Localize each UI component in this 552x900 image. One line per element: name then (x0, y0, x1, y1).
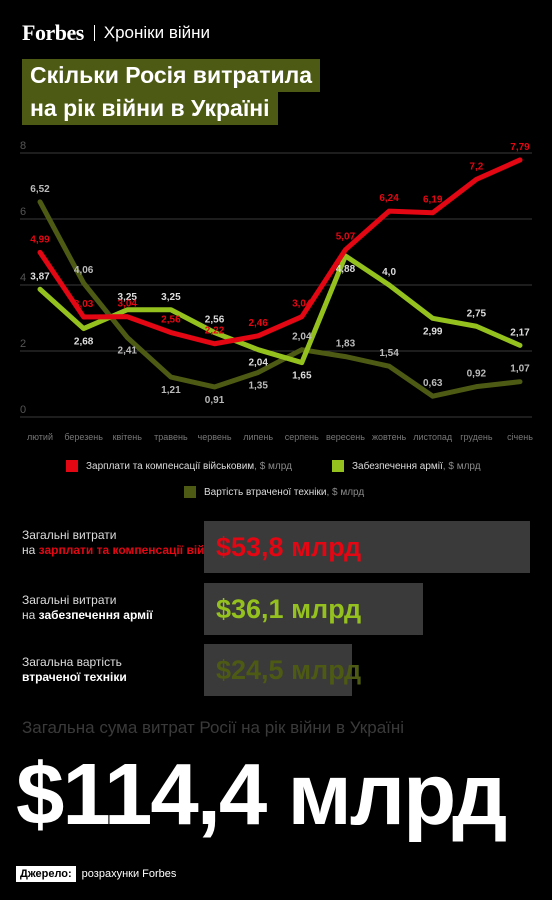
total-value-salary: $53,8 млрд (216, 532, 362, 562)
header-divider (93, 25, 95, 41)
data-label-equipment-2: 4,06 (74, 265, 94, 276)
total-label-equipment-plain: Загальна вартість (22, 655, 122, 669)
data-label-salary-11: 7,2 (469, 161, 483, 172)
total-label-salary-mid: на (22, 543, 36, 557)
data-label-equipment-4: 1,21 (161, 385, 181, 396)
y-tick-label-0: 0 (20, 404, 26, 416)
source-note: Джерело: розрахунки Forbes (16, 866, 176, 882)
series-line-supply (37, 253, 523, 366)
data-label-salary-5: 2,22 (205, 326, 225, 337)
legend-swatch-supply (332, 460, 344, 472)
data-label-equipment-6: 1,35 (248, 380, 268, 391)
brand-logo: Forbes (22, 20, 84, 45)
total-label-salary-bold: зарплати та компенсації військовим (38, 543, 256, 557)
summary-caption: Загальна сума витрат Росії на рік війни … (22, 718, 405, 737)
title-line-1: Скільки Росія витратила (22, 59, 320, 92)
data-label-salary-1: 4,99 (30, 234, 50, 245)
data-label-salary-4: 2,56 (161, 315, 181, 326)
data-label-salary-6: 2,46 (248, 318, 268, 329)
page-header: Forbes Хроніки війни (22, 20, 210, 46)
data-label-equipment-10: 0,63 (423, 378, 443, 389)
data-label-supply-2: 2,68 (74, 337, 94, 348)
total-label-equipment: Загальна вартість втраченої техніки (22, 655, 127, 685)
x-tick-label-3: квітень (113, 432, 143, 442)
data-label-equipment-9: 1,54 (379, 348, 399, 359)
data-label-supply-3: 3,25 (118, 292, 138, 303)
data-label-supply-4: 3,25 (161, 292, 181, 303)
legend-swatch-equipment (184, 486, 196, 498)
data-label-equipment-8: 1,83 (336, 339, 356, 350)
data-label-supply-5: 2,56 (205, 315, 225, 326)
data-label-salary-12: 7,79 (510, 142, 530, 153)
total-label-supply-mid: на (22, 608, 36, 622)
line-chart: 8 6 4 2 0 лютий березень квітень травень червень л… (20, 140, 533, 442)
data-label-equipment-7: 2,04 (292, 332, 312, 343)
data-label-supply-10: 2,99 (423, 326, 443, 337)
data-label-salary-3: 3,04 (118, 299, 138, 310)
title-line-2: на рік війни в Україні (22, 92, 278, 125)
data-label-equipment-12: 1,07 (510, 364, 530, 375)
total-label-supply-bold: забезпечення армії (38, 608, 153, 622)
legend-unit-equipment: , $ млрд (326, 486, 365, 498)
legend-item-supply: Забезпечення армії, $ млрд (332, 460, 481, 472)
source-text: розрахунки Forbes (81, 868, 177, 880)
total-value-equipment: $24,5 млрд (216, 655, 362, 685)
legend-swatch-salary (66, 460, 78, 472)
total-value-supply: $36,1 млрд (216, 594, 362, 624)
data-label-equipment-5: 0,91 (205, 395, 225, 406)
legend-label-equipment: Вартість втраченої техніки (204, 486, 327, 498)
data-label-supply-6: 2,04 (248, 358, 268, 369)
y-tick-label-4: 4 (20, 272, 26, 284)
series-line-salary (37, 157, 523, 347)
section-name: Хроніки війни (103, 23, 211, 42)
y-tick-label-8: 8 (20, 140, 26, 152)
x-tick-label-7: серпень (285, 432, 319, 442)
legend-label-supply: Забезпечення армії (352, 460, 443, 472)
data-label-supply-8: 4,88 (336, 264, 356, 275)
y-tick-label-2: 2 (20, 338, 26, 350)
y-tick-label-6: 6 (20, 206, 26, 218)
x-tick-label-8: вересень (326, 432, 365, 442)
x-tick-label-1: лютий (27, 432, 53, 442)
total-label-salary: Загальні витрати на зарплати та компенса… (22, 528, 255, 558)
x-tick-label-12: січень (507, 432, 533, 442)
x-tick-label-4: травень (154, 432, 188, 442)
total-label-equipment-bold: втраченої техніки (22, 670, 127, 684)
data-label-equipment-1: 6,52 (30, 184, 50, 195)
data-label-salary-9: 6,24 (379, 193, 399, 204)
data-label-salary-10: 6,19 (423, 195, 443, 206)
data-label-salary-8: 5,07 (336, 232, 356, 243)
total-bar-supply (204, 583, 423, 635)
data-label-equipment-11: 0,92 (467, 369, 487, 380)
legend-unit-salary: , $ млрд (254, 460, 292, 472)
series-line-equipment (37, 199, 523, 399)
data-label-equipment-3: 2,41 (118, 345, 138, 356)
data-label-salary-7: 3,04 (292, 299, 312, 310)
x-tick-label-9: жовтень (372, 432, 407, 442)
x-tick-label-5: червень (198, 432, 232, 442)
x-tick-label-2: березень (64, 432, 103, 442)
legend-label-salary: Зарплати та компенсації військовим (86, 460, 255, 472)
total-bar-salary (204, 521, 530, 573)
x-tick-label-6: липень (243, 432, 273, 442)
data-label-supply-9: 4,0 (382, 267, 396, 278)
legend-unit-supply: , $ млрд (442, 460, 481, 472)
data-label-supply-7: 1,65 (292, 371, 312, 382)
total-label-supply-plain: Загальні витрати (22, 593, 117, 607)
x-tick-label-11: грудень (460, 432, 493, 442)
total-label-supply: Загальні витрати на забезпечення армії (22, 593, 153, 623)
legend-item-equipment: Вартість втраченої техніки, $ млрд (184, 486, 364, 498)
data-label-supply-12: 2,17 (510, 327, 530, 338)
legend-item-salary: Зарплати та компенсації військовим, $ мл… (66, 460, 292, 472)
total-label-salary-plain: Загальні витрати (22, 528, 117, 542)
data-label-supply-1: 3,87 (30, 271, 50, 282)
chart-title: Скільки Росія витратила на рік війни в У… (22, 59, 320, 125)
source-tag: Джерело: (16, 866, 76, 882)
summary-value: $114,4 млрд (16, 746, 507, 843)
total-bar-equipment (204, 644, 352, 696)
data-label-salary-2: 3,03 (74, 299, 94, 310)
x-tick-label-10: листопад (413, 432, 453, 442)
data-label-supply-11: 2,75 (467, 308, 487, 319)
